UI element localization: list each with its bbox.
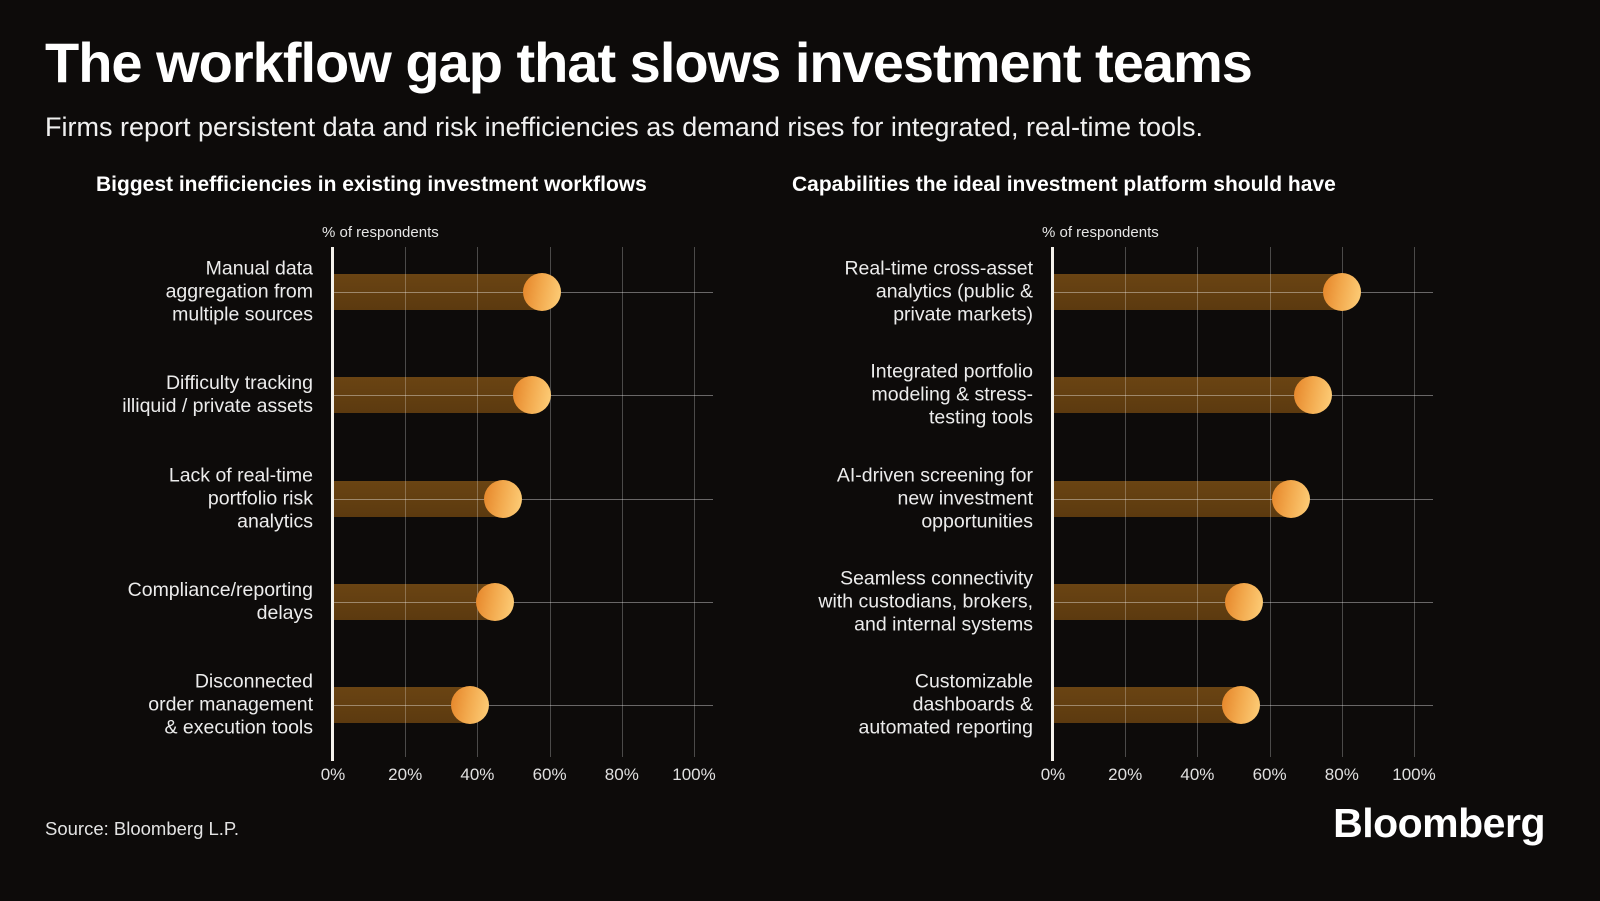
category-label: Compliance/reporting delays — [127, 578, 313, 624]
x-tick-label: 20% — [1108, 765, 1143, 784]
x-tick-label: 20% — [388, 765, 423, 784]
x-tick-label: 100% — [1392, 765, 1436, 784]
page-title: The workflow gap that slows investment t… — [45, 31, 1253, 94]
bar-3 — [1053, 583, 1245, 620]
row-leader-line — [1053, 498, 1433, 500]
page-subtitle: Firms report persistent data and risk in… — [45, 112, 1204, 142]
gridline-60 — [549, 247, 551, 757]
chart-title-left: Biggest inefficiencies in existing inves… — [96, 173, 647, 196]
gridline-60 — [1269, 247, 1271, 757]
x-tick-label: 40% — [460, 765, 495, 784]
row-leader-line — [1053, 292, 1433, 293]
category-label: Disconnected order management & execution … — [148, 670, 313, 739]
gridline-40 — [477, 247, 479, 757]
x-tick-label: 100% — [672, 765, 716, 784]
row-leader-line — [333, 498, 713, 500]
dot-0 — [1322, 273, 1361, 311]
dot-4 — [451, 686, 490, 724]
dot-1 — [512, 376, 551, 415]
bar-4 — [333, 687, 471, 723]
dot-3 — [1225, 582, 1264, 621]
plot-area-right: 0% 20% 40% 60% 80% 100% Real-time cross-asset a… — [818, 247, 1436, 784]
category-label: Difficulty tracking illiquid / private as… — [122, 372, 313, 418]
y-axis-line — [1051, 247, 1054, 761]
row-leader-line — [1053, 395, 1433, 397]
category-label: Real-time cross-asset analytics (public &… — [844, 257, 1033, 326]
axis-unit-label-right: % of respondents — [1042, 224, 1159, 241]
row-leader-line — [333, 705, 713, 706]
chart-title-right: Capabilities the ideal investment platfo… — [792, 173, 1336, 196]
dot-2 — [483, 479, 522, 518]
dot-2 — [1272, 479, 1311, 518]
dot-0 — [523, 273, 562, 311]
bar-1 — [1053, 377, 1313, 414]
x-tick-label: 60% — [532, 765, 567, 784]
gridline-80 — [621, 247, 623, 757]
row-leader-line — [333, 601, 713, 603]
category-label: AI-driven screening for new investment opp… — [836, 464, 1033, 532]
source-note: Source: Bloomberg L.P. — [45, 818, 240, 839]
x-tick-label: 80% — [604, 765, 639, 784]
plot-area-left: 0% 20% 40% 60% 80% 100% Manual data aggregation… — [122, 247, 716, 784]
axis-unit-label-left: % of respondents — [322, 224, 439, 241]
gridline-100 — [694, 247, 695, 757]
bar-0 — [1053, 274, 1342, 310]
x-tick-label: 40% — [1180, 765, 1215, 784]
category-label: Seamless connectivity with custodians, br… — [818, 567, 1033, 636]
x-tick-label: 60% — [1252, 765, 1287, 784]
bar-0 — [333, 274, 543, 310]
category-label: Manual data aggregation from multiple sour… — [165, 257, 313, 326]
x-tick-label: 80% — [1324, 765, 1359, 784]
dot-1 — [1293, 376, 1332, 415]
dot-4 — [1221, 686, 1260, 724]
y-axis-line — [331, 247, 334, 761]
x-tick-label: 0% — [320, 765, 346, 784]
bar-4 — [1053, 687, 1241, 723]
bloomberg-logo: Bloomberg — [1333, 800, 1545, 846]
row-leader-line — [333, 292, 713, 293]
category-label: Integrated portfolio modeling & stress-te… — [870, 360, 1033, 429]
x-tick-label: 0% — [1040, 765, 1066, 784]
gridline-80 — [1341, 247, 1343, 757]
bar-1 — [333, 377, 532, 414]
bar-2 — [333, 480, 503, 517]
dot-3 — [476, 582, 515, 621]
category-label: Lack of real-time portfolio risk analytics — [168, 464, 313, 532]
category-label: Customizable dashboards & automated report… — [858, 670, 1033, 739]
gridline-40 — [1197, 247, 1199, 757]
bar-3 — [333, 583, 496, 620]
bar-2 — [1053, 480, 1292, 517]
gridline-100 — [1414, 247, 1415, 757]
gridline-20 — [405, 247, 407, 757]
gridline-20 — [1125, 247, 1127, 757]
